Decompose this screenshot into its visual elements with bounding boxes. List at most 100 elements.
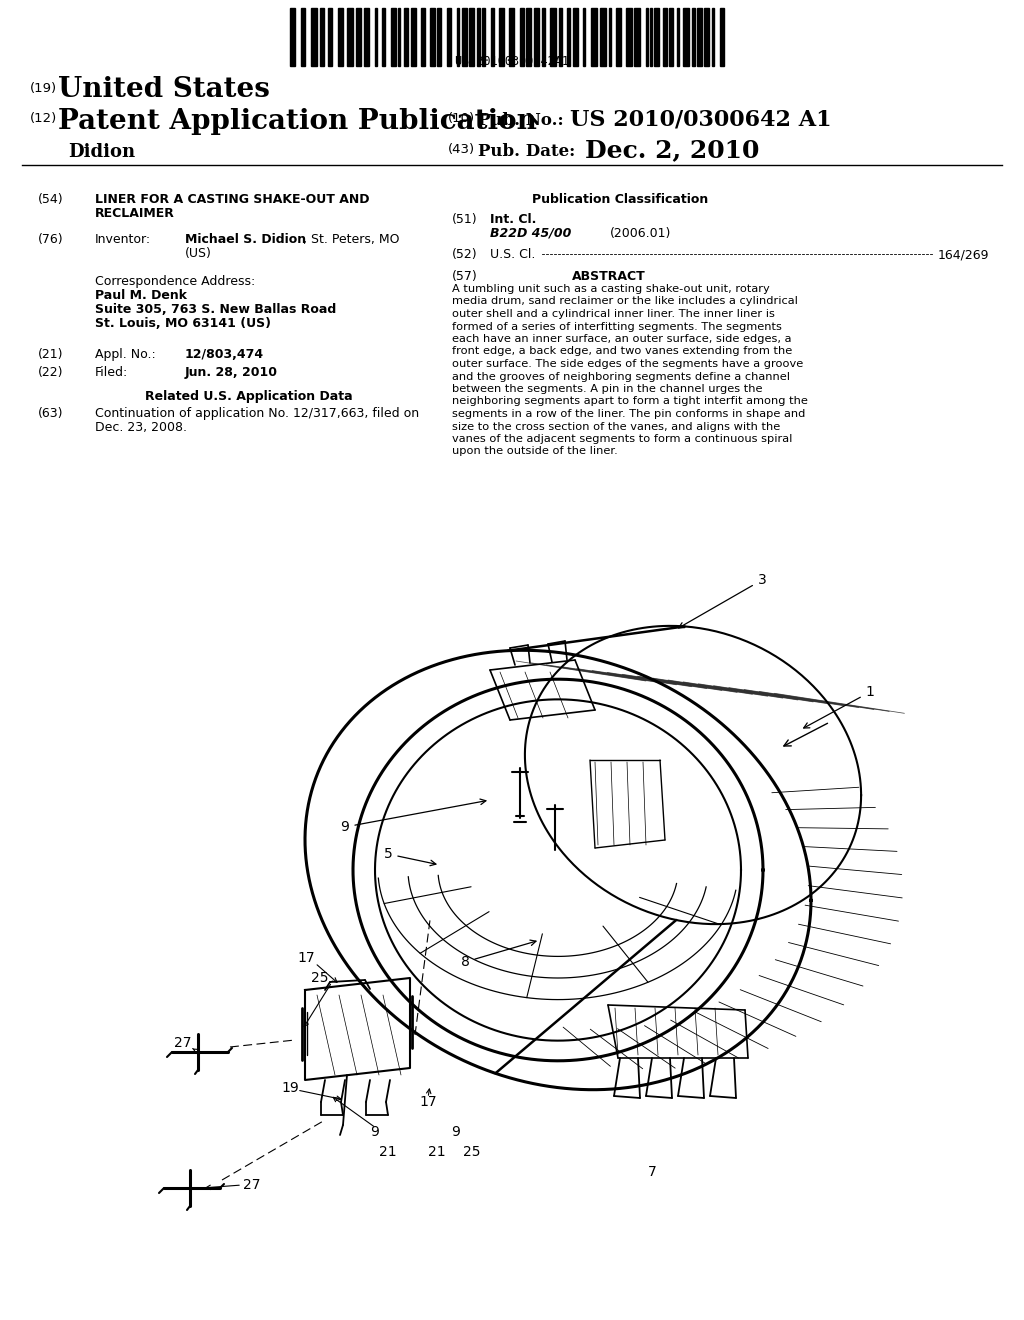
Bar bbox=[542, 8, 545, 66]
Bar bbox=[356, 8, 361, 66]
Bar bbox=[364, 8, 369, 66]
Bar bbox=[338, 8, 343, 66]
Bar bbox=[567, 8, 570, 66]
Text: Paul M. Denk: Paul M. Denk bbox=[95, 289, 187, 302]
Bar bbox=[375, 8, 377, 66]
Text: (54): (54) bbox=[38, 193, 63, 206]
Text: and the grooves of neighboring segments define a channel: and the grooves of neighboring segments … bbox=[452, 371, 790, 381]
Text: 25: 25 bbox=[463, 1144, 480, 1159]
Bar bbox=[482, 8, 485, 66]
Bar bbox=[430, 8, 435, 66]
Bar bbox=[697, 8, 702, 66]
Text: United States: United States bbox=[58, 77, 270, 103]
Text: St. Louis, MO 63141 (US): St. Louis, MO 63141 (US) bbox=[95, 317, 271, 330]
Text: 9: 9 bbox=[452, 1125, 461, 1139]
Text: 27: 27 bbox=[244, 1177, 261, 1192]
Text: front edge, a back edge, and two vanes extending from the: front edge, a back edge, and two vanes e… bbox=[452, 346, 793, 356]
Text: outer surface. The side edges of the segments have a groove: outer surface. The side edges of the seg… bbox=[452, 359, 803, 370]
Bar bbox=[550, 8, 556, 66]
Text: (2006.01): (2006.01) bbox=[610, 227, 672, 240]
Text: Related U.S. Application Data: Related U.S. Application Data bbox=[145, 389, 352, 403]
Text: media drum, sand reclaimer or the like includes a cylindrical: media drum, sand reclaimer or the like i… bbox=[452, 297, 798, 306]
Bar bbox=[477, 8, 480, 66]
Bar bbox=[382, 8, 385, 66]
Text: 1: 1 bbox=[804, 685, 874, 729]
Text: Filed:: Filed: bbox=[95, 366, 128, 379]
Text: between the segments. A pin in the channel urges the: between the segments. A pin in the chann… bbox=[452, 384, 763, 393]
Bar bbox=[411, 8, 416, 66]
Bar bbox=[663, 8, 667, 66]
Text: Correspondence Address:: Correspondence Address: bbox=[95, 275, 255, 288]
Text: Didion: Didion bbox=[68, 143, 135, 161]
Bar bbox=[692, 8, 695, 66]
Bar bbox=[616, 8, 621, 66]
Bar bbox=[573, 8, 578, 66]
Text: Continuation of application No. 12/317,663, filed on: Continuation of application No. 12/317,6… bbox=[95, 407, 419, 420]
Bar bbox=[559, 8, 562, 66]
Bar bbox=[591, 8, 597, 66]
Bar bbox=[447, 8, 451, 66]
Text: (19): (19) bbox=[30, 82, 57, 95]
Bar bbox=[526, 8, 531, 66]
Text: (22): (22) bbox=[38, 366, 63, 379]
Text: vanes of the adjacent segments to form a continuous spiral: vanes of the adjacent segments to form a… bbox=[452, 434, 793, 444]
Bar bbox=[669, 8, 673, 66]
Bar bbox=[509, 8, 514, 66]
Text: 21: 21 bbox=[428, 1144, 445, 1159]
Text: LINER FOR A CASTING SHAKE-OUT AND: LINER FOR A CASTING SHAKE-OUT AND bbox=[95, 193, 370, 206]
Text: 25: 25 bbox=[311, 972, 329, 985]
Text: US 2010/0300642 A1: US 2010/0300642 A1 bbox=[570, 108, 831, 129]
Text: Inventor:: Inventor: bbox=[95, 234, 152, 246]
Text: Int. Cl.: Int. Cl. bbox=[490, 213, 537, 226]
Bar bbox=[534, 8, 539, 66]
Bar bbox=[712, 8, 714, 66]
Text: segments in a row of the liner. The pin conforms in shape and: segments in a row of the liner. The pin … bbox=[452, 409, 805, 418]
Bar bbox=[609, 8, 611, 66]
Bar bbox=[677, 8, 679, 66]
Text: B22D 45/00: B22D 45/00 bbox=[490, 227, 571, 240]
Text: 9: 9 bbox=[371, 1125, 380, 1139]
Text: 7: 7 bbox=[647, 1166, 656, 1179]
Text: upon the outside of the liner.: upon the outside of the liner. bbox=[452, 446, 617, 457]
Bar bbox=[462, 8, 467, 66]
Text: (51): (51) bbox=[452, 213, 477, 226]
Bar bbox=[290, 8, 295, 66]
Text: Appl. No.:: Appl. No.: bbox=[95, 348, 156, 360]
Text: each have an inner surface, an outer surface, side edges, a: each have an inner surface, an outer sur… bbox=[452, 334, 792, 345]
Text: 9: 9 bbox=[341, 799, 486, 834]
Bar bbox=[301, 8, 305, 66]
Bar bbox=[328, 8, 332, 66]
Bar bbox=[634, 8, 640, 66]
Text: Patent Application Publication: Patent Application Publication bbox=[58, 108, 537, 135]
Bar bbox=[311, 8, 317, 66]
Bar bbox=[421, 8, 425, 66]
Text: 17: 17 bbox=[419, 1096, 437, 1109]
Bar bbox=[654, 8, 659, 66]
Bar bbox=[398, 8, 400, 66]
Bar bbox=[646, 8, 648, 66]
Text: ABSTRACT: ABSTRACT bbox=[572, 271, 646, 282]
Text: neighboring segments apart to form a tight interfit among the: neighboring segments apart to form a tig… bbox=[452, 396, 808, 407]
Text: RECLAIMER: RECLAIMER bbox=[95, 207, 175, 220]
Text: Michael S. Didion: Michael S. Didion bbox=[185, 234, 306, 246]
Text: 19: 19 bbox=[282, 1081, 299, 1096]
Text: , St. Peters, MO: , St. Peters, MO bbox=[303, 234, 399, 246]
Text: Jun. 28, 2010: Jun. 28, 2010 bbox=[185, 366, 278, 379]
Text: 17: 17 bbox=[297, 950, 314, 965]
Text: (10): (10) bbox=[449, 112, 475, 125]
Text: (52): (52) bbox=[452, 248, 477, 261]
Bar bbox=[391, 8, 396, 66]
Bar bbox=[404, 8, 408, 66]
Text: 12/803,474: 12/803,474 bbox=[185, 348, 264, 360]
Text: (12): (12) bbox=[30, 112, 57, 125]
Bar bbox=[626, 8, 632, 66]
Text: Pub. Date:: Pub. Date: bbox=[478, 143, 575, 160]
Text: Publication Classification: Publication Classification bbox=[532, 193, 709, 206]
Bar bbox=[319, 8, 324, 66]
Text: 3: 3 bbox=[679, 573, 766, 628]
Text: Pub. No.:: Pub. No.: bbox=[478, 112, 563, 129]
Text: 21: 21 bbox=[379, 1144, 397, 1159]
Text: (21): (21) bbox=[38, 348, 63, 360]
Bar bbox=[600, 8, 606, 66]
Bar bbox=[650, 8, 652, 66]
